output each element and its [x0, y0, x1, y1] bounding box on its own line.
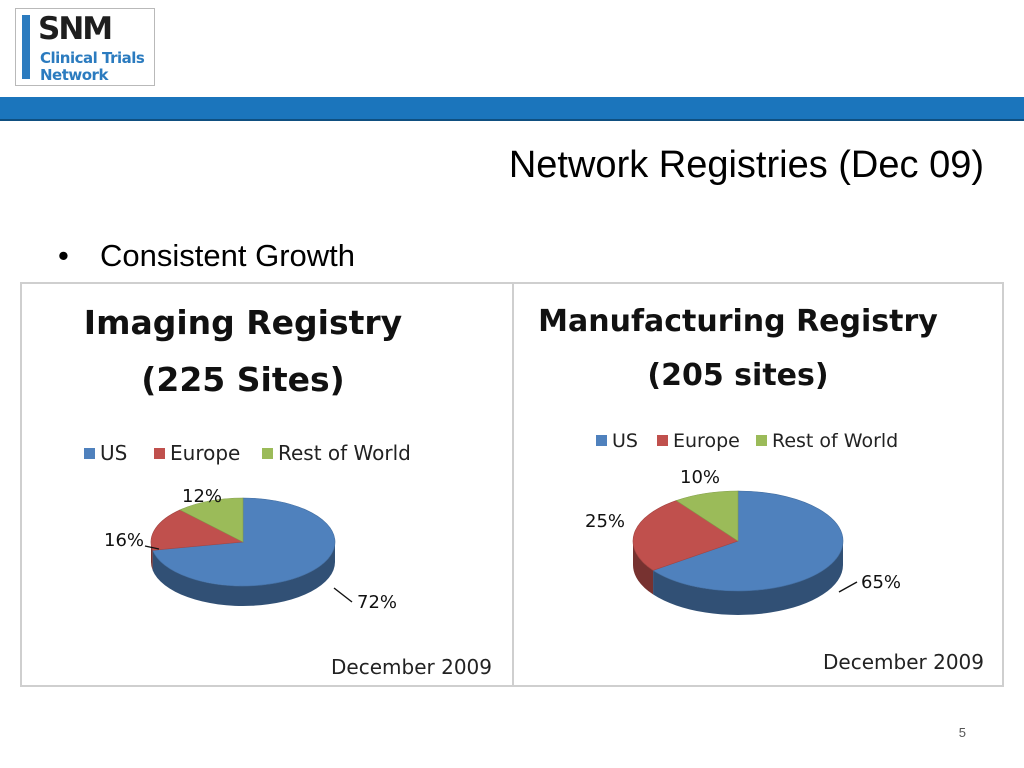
legend-swatch: [657, 435, 668, 446]
data-label: 72%: [357, 592, 397, 613]
logo-line-2: Network: [40, 66, 108, 84]
snm-logo: SNM Clinical Trials Network: [15, 8, 155, 86]
manufacturing-registry-chart-panel: Manufacturing Registry (205 sites) US Europ…: [512, 282, 1004, 687]
pie-slice-side: [633, 541, 654, 595]
data-label: 25%: [585, 511, 625, 532]
legend-entry: Europe: [673, 430, 740, 452]
bullet-text: Consistent Growth: [100, 238, 355, 273]
manufacturing-registry-pie-chart: Manufacturing Registry (205 sites) US Europ…: [538, 304, 984, 674]
legend-entry: Rest of World: [772, 430, 898, 452]
data-label: 65%: [861, 572, 901, 593]
chart-footnote: December 2009: [331, 655, 492, 679]
chart-title: Manufacturing Registry: [538, 304, 938, 339]
chart-subtitle: (225 Sites): [141, 360, 344, 399]
chart-title: Imaging Registry: [84, 303, 402, 342]
pie-slice: [632, 500, 739, 571]
leader-line: [144, 545, 160, 550]
header-band: [0, 97, 1024, 119]
legend-entry: Europe: [170, 441, 240, 465]
data-label: 12%: [182, 486, 222, 507]
page-number: 5: [958, 725, 966, 740]
logo-line-1: Clinical Trials: [40, 49, 145, 67]
legend-swatch: [596, 435, 607, 446]
data-label: 16%: [104, 530, 144, 551]
imaging-registry-chart-panel: Imaging Registry (225 Sites) US Europe Rest …: [20, 282, 514, 687]
pie-slice: [152, 497, 336, 587]
bullet-item: • Consistent Growth: [58, 236, 355, 276]
chart-subtitle: (205 sites): [647, 358, 828, 393]
legend-entry: US: [612, 430, 638, 452]
pie-slice-side: [151, 542, 153, 571]
slide-title: Network Registries (Dec 09): [508, 144, 984, 186]
chart-footnote: December 2009: [823, 650, 984, 674]
pie-slice: [179, 497, 244, 543]
legend-swatch: [756, 435, 767, 446]
leader-line: [333, 587, 353, 603]
data-label: 10%: [680, 467, 720, 488]
pie-slice-side: [653, 541, 843, 615]
pie-slice: [652, 490, 844, 592]
legend-entry: US: [100, 441, 127, 465]
bullet-dot: •: [58, 238, 69, 273]
pie-slice-side: [152, 542, 335, 606]
header-band-shadow: [0, 119, 1024, 121]
legend-swatch: [262, 448, 273, 459]
logo-accent-bar: [22, 15, 30, 79]
legend-swatch: [154, 448, 165, 459]
logo-mark: SNM: [38, 11, 113, 47]
pie-slice: [675, 490, 739, 542]
leader-line: [838, 581, 858, 593]
legend-entry: Rest of World: [278, 441, 411, 465]
legend-swatch: [84, 448, 95, 459]
imaging-registry-pie-chart: Imaging Registry (225 Sites) US Europe Rest …: [84, 303, 492, 679]
